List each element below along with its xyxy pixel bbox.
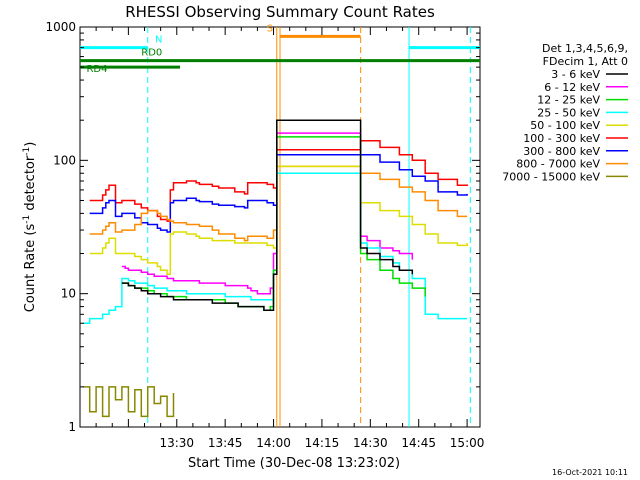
legend: Det 1,3,4,5,6,9, FDecim 1, Att 0 3 - 6 k… bbox=[502, 42, 628, 183]
y-axis: 1 10 100 1000 bbox=[45, 20, 480, 434]
y-axis-label-mid: detector bbox=[23, 155, 38, 215]
footer-date: 16-Oct-2021 10:11 bbox=[552, 468, 628, 477]
state-bar-label-rd4: RD4 bbox=[86, 64, 107, 75]
y-axis-label-sup1: -1 bbox=[22, 215, 32, 224]
legend-label-7000-15000-kev: 7000 - 15000 keV bbox=[502, 170, 600, 183]
series-line-6-12-kev bbox=[121, 132, 414, 295]
y-axis-label-end: ) bbox=[23, 142, 38, 147]
x-tick-label-1445: 14:45 bbox=[401, 436, 436, 450]
series-line-300-800-kev bbox=[89, 154, 468, 233]
legend-label-3-6-kev: 3 - 6 keV bbox=[551, 68, 600, 81]
legend-header-line-2: FDecim 1, Att 0 bbox=[543, 55, 628, 68]
legend-label-100-300-kev: 100 - 300 keV bbox=[523, 132, 600, 145]
x-axis: 13:30 13:45 14:00 14:15 14:30 14:45 15:00 bbox=[95, 27, 485, 450]
x-tick-label-1400: 14:00 bbox=[256, 436, 291, 450]
legend-label-12-25-kev: 12 - 25 keV bbox=[537, 94, 600, 107]
y-tick-label-10: 10 bbox=[61, 287, 76, 301]
legend-label-6-12-kev: 6 - 12 keV bbox=[544, 81, 600, 94]
state-bar-label-rd0: RD0 bbox=[141, 48, 162, 59]
series-lines bbox=[83, 119, 468, 418]
x-axis-label: Start Time (30-Dec-08 13:23:02) bbox=[188, 456, 400, 471]
state-bar-label-s: S bbox=[267, 23, 273, 34]
x-tick-label-1500: 15:00 bbox=[450, 436, 485, 450]
x-tick-label-1330: 13:30 bbox=[159, 436, 194, 450]
y-tick-label-100: 100 bbox=[53, 153, 76, 167]
legend-header-line-1: Det 1,3,4,5,6,9, bbox=[542, 42, 628, 55]
legend-label-25-50-kev: 25 - 50 keV bbox=[537, 106, 600, 119]
legend-label-300-800-kev: 300 - 800 keV bbox=[523, 145, 600, 158]
y-axis-label: Count Rate (s-1 detector-1) bbox=[22, 142, 38, 313]
y-tick-label-1: 1 bbox=[68, 420, 76, 434]
y-axis-label-sup2: -1 bbox=[22, 147, 32, 156]
chart-title: RHESSI Observing Summary Count Rates bbox=[125, 3, 435, 21]
series-line-7000-15000-kev bbox=[83, 386, 175, 418]
y-axis-label-main: Count Rate (s bbox=[23, 224, 38, 313]
x-tick-label-1430: 14:30 bbox=[353, 436, 388, 450]
series-line-25-50-kev bbox=[83, 172, 468, 324]
series-line-100-300-kev bbox=[89, 140, 468, 222]
legend-label-50-100-kev: 50 - 100 keV bbox=[530, 119, 600, 132]
x-tick-label-1415: 14:15 bbox=[305, 436, 340, 450]
series-line-800-7000-kev bbox=[89, 165, 468, 242]
series-line-50-100-kev bbox=[89, 165, 468, 275]
legend-label-800-7000-kev: 800 - 7000 keV bbox=[516, 158, 600, 171]
y-tick-label-1000: 1000 bbox=[45, 20, 76, 34]
state-bar-label-n: N bbox=[155, 35, 162, 46]
series-line-3-6-kev bbox=[121, 119, 414, 312]
x-tick-label-1345: 13:45 bbox=[208, 436, 243, 450]
state-bars: N S RD0 RD4 bbox=[80, 23, 480, 75]
